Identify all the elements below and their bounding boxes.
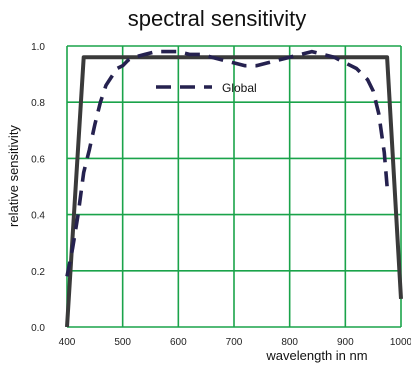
y-tick-label: 0.2 [31, 267, 45, 278]
x-tick-label: 1000 [390, 337, 411, 348]
y-tick-label: 1.0 [31, 42, 45, 53]
global-sensitivity-line [65, 49, 389, 277]
legend-global-label: Global [222, 81, 257, 95]
y-tick-label: 0.8 [31, 98, 45, 109]
plot-series [65, 49, 403, 328]
x-tick-label: 700 [226, 337, 243, 348]
chart-title: spectral sensitivity [128, 6, 307, 31]
y-axis-label: relative sensitivity [6, 125, 21, 227]
x-tick-label: 800 [281, 337, 298, 348]
y-tick-label: 0.4 [31, 211, 45, 222]
y-tick-label: 0.6 [31, 154, 45, 165]
legend: Global [156, 81, 257, 95]
x-tick-label: 600 [170, 337, 187, 348]
x-tick-label: 400 [59, 337, 76, 348]
y-tick-label: 0.0 [31, 323, 45, 334]
x-tick-label: 900 [337, 337, 354, 348]
sensor-sensitivity-line [65, 55, 403, 328]
x-axis-label: wavelength in nm [265, 348, 367, 363]
grid-lines [66, 45, 402, 328]
x-tick-label: 500 [114, 337, 131, 348]
x-tick-labels: 400 500 600 700 800 900 1000 [59, 337, 411, 348]
y-tick-labels: 0.0 0.2 0.4 0.6 0.8 1.0 [31, 42, 45, 334]
